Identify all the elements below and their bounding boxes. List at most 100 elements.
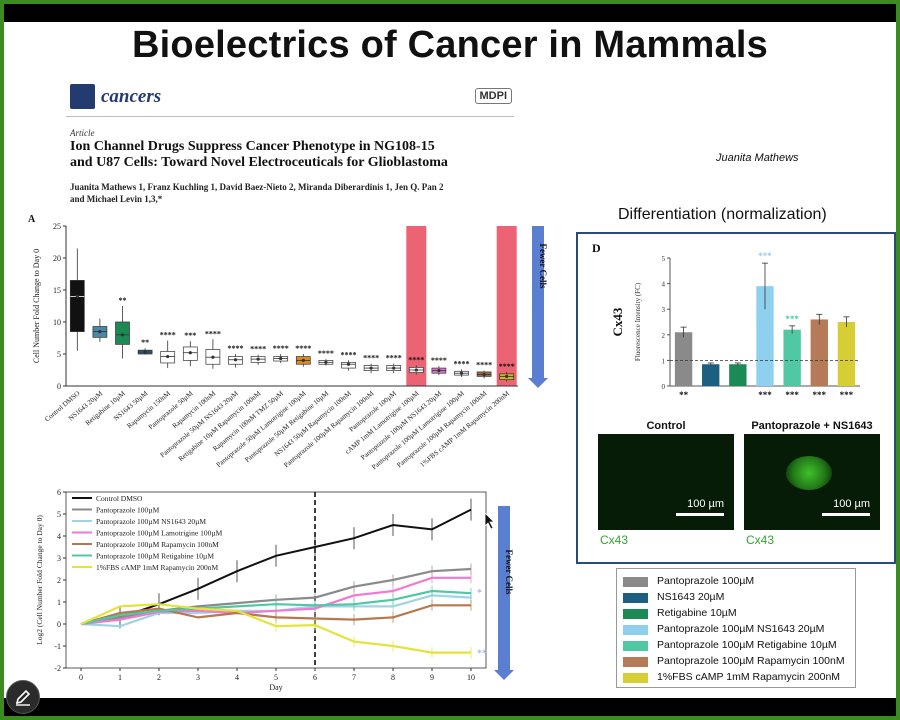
legend-swatch-4 bbox=[623, 641, 648, 651]
y-tick-label: 5 bbox=[662, 255, 666, 263]
y-tick-label: 2 bbox=[57, 576, 61, 585]
box-mean bbox=[346, 362, 351, 366]
y-axis-label: Log2 (Cell Number Fold Change to Day 0) bbox=[35, 515, 44, 645]
presenter-name: Juanita Mathews bbox=[716, 152, 799, 164]
significance-top: *** bbox=[785, 314, 799, 324]
authors-line2: and Michael Levin 1,3,* bbox=[70, 194, 163, 204]
legend-label: Pantoprazole 100µM Rapamycin 100nM bbox=[96, 540, 219, 549]
y-tick-label: 25 bbox=[53, 222, 61, 231]
y-tick-label: 0 bbox=[57, 382, 61, 391]
significance-mark: **** bbox=[250, 345, 266, 354]
legend-label: Pantoprazole 100µM bbox=[96, 506, 160, 515]
significance-bottom: *** bbox=[785, 390, 799, 400]
significance-mark: ** bbox=[119, 296, 127, 305]
y-tick-label: 6 bbox=[57, 488, 61, 497]
x-tick-label: 1 bbox=[118, 673, 122, 682]
annotate-button[interactable] bbox=[6, 680, 40, 714]
paper-title-line1: Ion Channel Drugs Suppress Cancer Phenot… bbox=[70, 139, 435, 154]
annotation-star: ** bbox=[477, 649, 487, 660]
legend-label: Pantoprazole 100µM Retigabine 10µM bbox=[96, 552, 214, 561]
y-tick-label: 5 bbox=[57, 510, 61, 519]
scale-bar-left bbox=[676, 513, 724, 516]
chart-b-svg: -2 -1 0 1 2 3 4 5 6 0 1 2 3 4 5 6 7 8 9 10 Day Log2 (Cell Num… bbox=[35, 488, 514, 692]
significance-mark: **** bbox=[318, 349, 334, 358]
legend-label: 1%FBS cAMP 1mM Rapamycin 200nM bbox=[96, 563, 219, 572]
significance-bottom: *** bbox=[840, 390, 854, 400]
fewer-cells-arrowhead bbox=[528, 378, 548, 388]
journal-name: cancers bbox=[101, 86, 162, 107]
differentiation-heading: Differentiation (normalization) bbox=[618, 206, 827, 223]
y-tick-label: 1 bbox=[57, 598, 61, 607]
y-tick-label: -1 bbox=[54, 642, 61, 651]
x-tick-label: 2 bbox=[157, 673, 161, 682]
paper-title: Ion Channel Drugs Suppress Cancer Phenot… bbox=[70, 139, 520, 171]
legend-swatch-3 bbox=[623, 625, 648, 635]
y-tick-label: 4 bbox=[57, 532, 61, 541]
chart-a: 0 5 10 15 20 25 Cell Number Fold Change to Day… bbox=[26, 208, 554, 478]
x-tick-label: 10 bbox=[467, 673, 475, 682]
x-tick-label: 8 bbox=[391, 673, 395, 682]
highlight-band bbox=[496, 226, 517, 386]
significance-mark: **** bbox=[454, 359, 470, 368]
header-divider bbox=[66, 116, 514, 117]
authors-line1: Juanita Mathews 1, Franz Kuchling 1, Dav… bbox=[70, 182, 444, 192]
fewer-cells-arrow bbox=[498, 506, 510, 670]
y-axis-label: Fluorescence Intensity (FC) bbox=[634, 282, 642, 361]
fewer-cells-label: Fewer Cells bbox=[504, 549, 514, 595]
highlight-band bbox=[406, 226, 427, 386]
x-tick-label: 3 bbox=[196, 673, 200, 682]
significance-mark: **** bbox=[341, 350, 357, 359]
box-mean bbox=[414, 368, 418, 372]
box-mean bbox=[324, 360, 328, 364]
chart-d-svg: D Cx43 Fluorescence Intensity (FC) 0 1 2 3 4 5 **… bbox=[592, 241, 860, 400]
significance-bottom: ** bbox=[679, 390, 689, 400]
x-tick-label: 4 bbox=[235, 673, 239, 682]
legend-swatch-6 bbox=[623, 673, 648, 683]
significance-mark: **** bbox=[363, 354, 379, 363]
box-mean bbox=[211, 355, 215, 359]
significance-mark: **** bbox=[431, 356, 447, 365]
y-tick-label: 3 bbox=[662, 306, 666, 314]
box-mean bbox=[505, 374, 509, 378]
significance-mark: **** bbox=[499, 362, 515, 371]
bar bbox=[756, 286, 774, 386]
significance-mark: ** bbox=[141, 338, 149, 347]
bar bbox=[837, 322, 856, 386]
cell-cluster bbox=[786, 456, 832, 490]
x-axis-label: Day bbox=[269, 683, 282, 692]
significance-mark: **** bbox=[273, 344, 289, 353]
box-mean bbox=[301, 358, 305, 362]
x-tick-label: 9 bbox=[430, 673, 434, 682]
micro-right-label: Cx43 bbox=[746, 533, 775, 547]
publisher-logo: MDPI bbox=[474, 88, 512, 104]
panel-label: A bbox=[28, 214, 36, 225]
scale-bar-right bbox=[822, 513, 870, 516]
scale-label-left: 100 µm bbox=[687, 498, 724, 510]
chart-b: -2 -1 0 1 2 3 4 5 6 0 1 2 3 4 5 6 7 8 9 10 Day Log2 (Cell Num… bbox=[32, 486, 524, 698]
legend-swatch-1 bbox=[623, 593, 648, 603]
box-mean bbox=[75, 294, 79, 298]
y-tick-label: 2 bbox=[662, 332, 666, 340]
journal-logo-icon bbox=[70, 84, 95, 109]
paper-title-line2: and U87 Cells: Toward Novel Electroceuti… bbox=[70, 155, 448, 170]
y-tick-label: 15 bbox=[53, 286, 61, 295]
bar bbox=[783, 329, 801, 386]
y-tick-label: 4 bbox=[662, 281, 666, 289]
significance-mark: **** bbox=[295, 344, 311, 353]
fewer-cells-arrowhead bbox=[494, 670, 514, 680]
article-type: Article bbox=[70, 128, 95, 138]
significance-bottom: *** bbox=[758, 390, 772, 400]
mouse-pointer-icon bbox=[484, 512, 495, 530]
significance-mark: **** bbox=[205, 329, 221, 338]
fewer-cells-label: Fewer Cells bbox=[538, 243, 548, 289]
significance-mark: *** bbox=[184, 331, 196, 340]
y-tick-label: 0 bbox=[662, 383, 666, 391]
significance-mark: **** bbox=[228, 344, 244, 353]
chart-a-svg: 0 5 10 15 20 25 Cell Number Fold Change to Day… bbox=[28, 214, 548, 471]
paper-authors: Juanita Mathews 1, Franz Kuchling 1, Dav… bbox=[70, 181, 500, 205]
legend-swatch-5 bbox=[623, 657, 648, 667]
significance-mark: **** bbox=[160, 331, 176, 340]
y-tick-label: 5 bbox=[57, 350, 61, 359]
box-mean bbox=[392, 366, 396, 370]
box-mean bbox=[233, 358, 238, 362]
